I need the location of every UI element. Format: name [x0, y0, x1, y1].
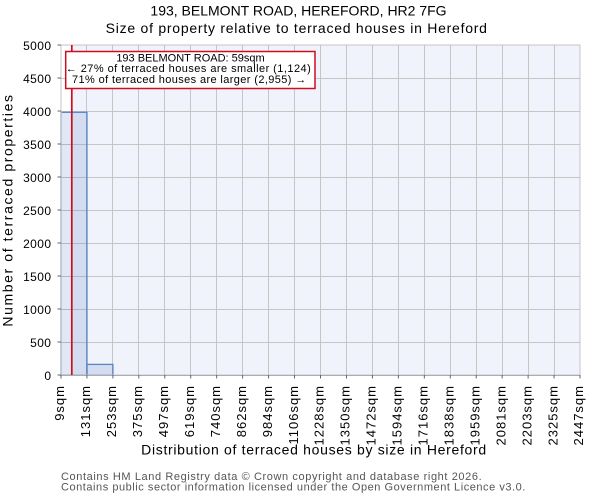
svg-text:1594sqm: 1594sqm [390, 385, 405, 445]
svg-text:Size of property relative to t: Size of property relative to terraced ho… [106, 20, 488, 36]
svg-text:1228sqm: 1228sqm [312, 385, 327, 445]
svg-text:2000: 2000 [23, 237, 51, 251]
svg-text:2081sqm: 2081sqm [493, 385, 508, 445]
svg-text:500: 500 [30, 336, 51, 350]
svg-text:193 BELMONT ROAD: 59sqm: 193 BELMONT ROAD: 59sqm [116, 52, 264, 64]
svg-text:Distribution of terraced house: Distribution of terraced houses by size … [141, 442, 487, 458]
svg-text:1716sqm: 1716sqm [416, 385, 431, 445]
svg-text:131sqm: 131sqm [78, 385, 93, 437]
svg-text:2203sqm: 2203sqm [519, 385, 534, 445]
svg-text:2447sqm: 2447sqm [571, 385, 586, 445]
svg-text:1472sqm: 1472sqm [364, 385, 379, 445]
svg-text:2500: 2500 [23, 204, 51, 218]
svg-text:619sqm: 619sqm [182, 385, 197, 437]
svg-text:1838sqm: 1838sqm [441, 385, 456, 445]
svg-text:9sqm: 9sqm [52, 385, 67, 421]
svg-text:862sqm: 862sqm [234, 385, 249, 437]
svg-text:1350sqm: 1350sqm [338, 385, 353, 445]
svg-text:Contains HM Land Registry data: Contains HM Land Registry data © Crown c… [61, 471, 482, 483]
svg-text:← 27% of terraced houses are s: ← 27% of terraced houses are smaller (1,… [66, 63, 311, 75]
svg-text:497sqm: 497sqm [156, 385, 171, 437]
svg-text:3500: 3500 [23, 138, 51, 152]
svg-text:1106sqm: 1106sqm [286, 385, 301, 445]
svg-text:2325sqm: 2325sqm [545, 385, 560, 445]
svg-text:4000: 4000 [23, 105, 51, 119]
svg-text:Contains public sector informa: Contains public sector information licen… [61, 482, 526, 494]
svg-text:0: 0 [44, 369, 51, 383]
svg-text:253sqm: 253sqm [104, 385, 119, 437]
svg-text:193, BELMONT ROAD, HEREFORD, H: 193, BELMONT ROAD, HEREFORD, HR2 7FG [150, 3, 446, 19]
svg-text:740sqm: 740sqm [208, 385, 223, 437]
svg-text:1000: 1000 [23, 303, 51, 317]
svg-text:Number of terraced properties: Number of terraced properties [0, 93, 16, 326]
svg-text:4500: 4500 [23, 72, 51, 86]
svg-text:71% of terraced houses are lar: 71% of terraced houses are larger (2,955… [72, 74, 307, 86]
svg-text:375sqm: 375sqm [130, 385, 145, 437]
svg-text:984sqm: 984sqm [260, 385, 275, 437]
svg-text:5000: 5000 [23, 39, 51, 53]
svg-text:1500: 1500 [23, 270, 51, 284]
svg-text:1959sqm: 1959sqm [467, 385, 482, 445]
svg-text:3000: 3000 [23, 171, 51, 185]
